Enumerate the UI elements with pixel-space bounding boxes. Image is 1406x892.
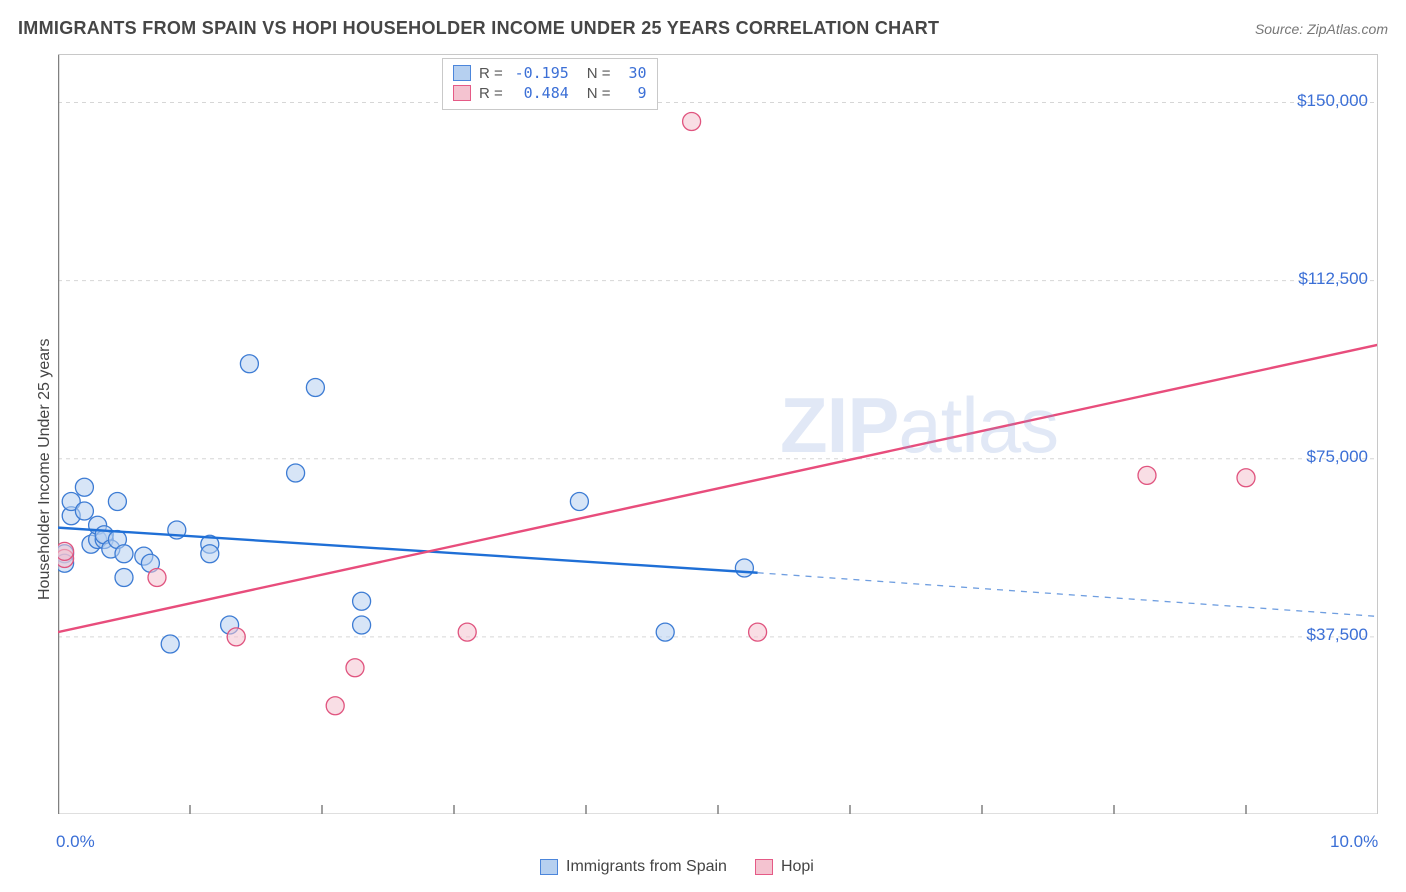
source-label: Source: ZipAtlas.com [1255, 21, 1388, 37]
legend-label: Immigrants from Spain [566, 858, 727, 876]
r-label: R = [479, 65, 503, 82]
y-axis-label: Householder Income Under 25 years [36, 339, 54, 600]
stats-row: R = -0.195 N = 30 [453, 63, 647, 83]
pink-swatch-icon [755, 859, 773, 875]
chart-title: IMMIGRANTS FROM SPAIN VS HOPI HOUSEHOLDE… [18, 18, 939, 39]
x-tick-right: 10.0% [1330, 832, 1378, 852]
blue-swatch-icon [453, 65, 471, 81]
correlation-stats-box: R = -0.195 N = 30 R = 0.484 N = 9 [442, 58, 658, 110]
pink-swatch-icon [453, 85, 471, 101]
legend-label: Hopi [781, 858, 814, 876]
n-value: 9 [619, 84, 647, 102]
n-label: N = [587, 85, 611, 102]
series-legend: Immigrants from Spain Hopi [540, 858, 814, 876]
stats-row: R = 0.484 N = 9 [453, 83, 647, 103]
r-value: -0.195 [511, 64, 569, 82]
n-label: N = [587, 65, 611, 82]
legend-item: Hopi [755, 858, 814, 876]
y-tick-label: $37,500 [1307, 625, 1368, 645]
scatter-plot [58, 54, 1378, 814]
r-label: R = [479, 85, 503, 102]
y-tick-label: $150,000 [1297, 91, 1368, 111]
y-tick-label: $112,500 [1298, 269, 1368, 289]
blue-swatch-icon [540, 859, 558, 875]
y-tick-label: $75,000 [1307, 447, 1368, 467]
r-value: 0.484 [511, 84, 569, 102]
x-tick-left: 0.0% [56, 832, 95, 852]
n-value: 30 [619, 64, 647, 82]
legend-item: Immigrants from Spain [540, 858, 727, 876]
